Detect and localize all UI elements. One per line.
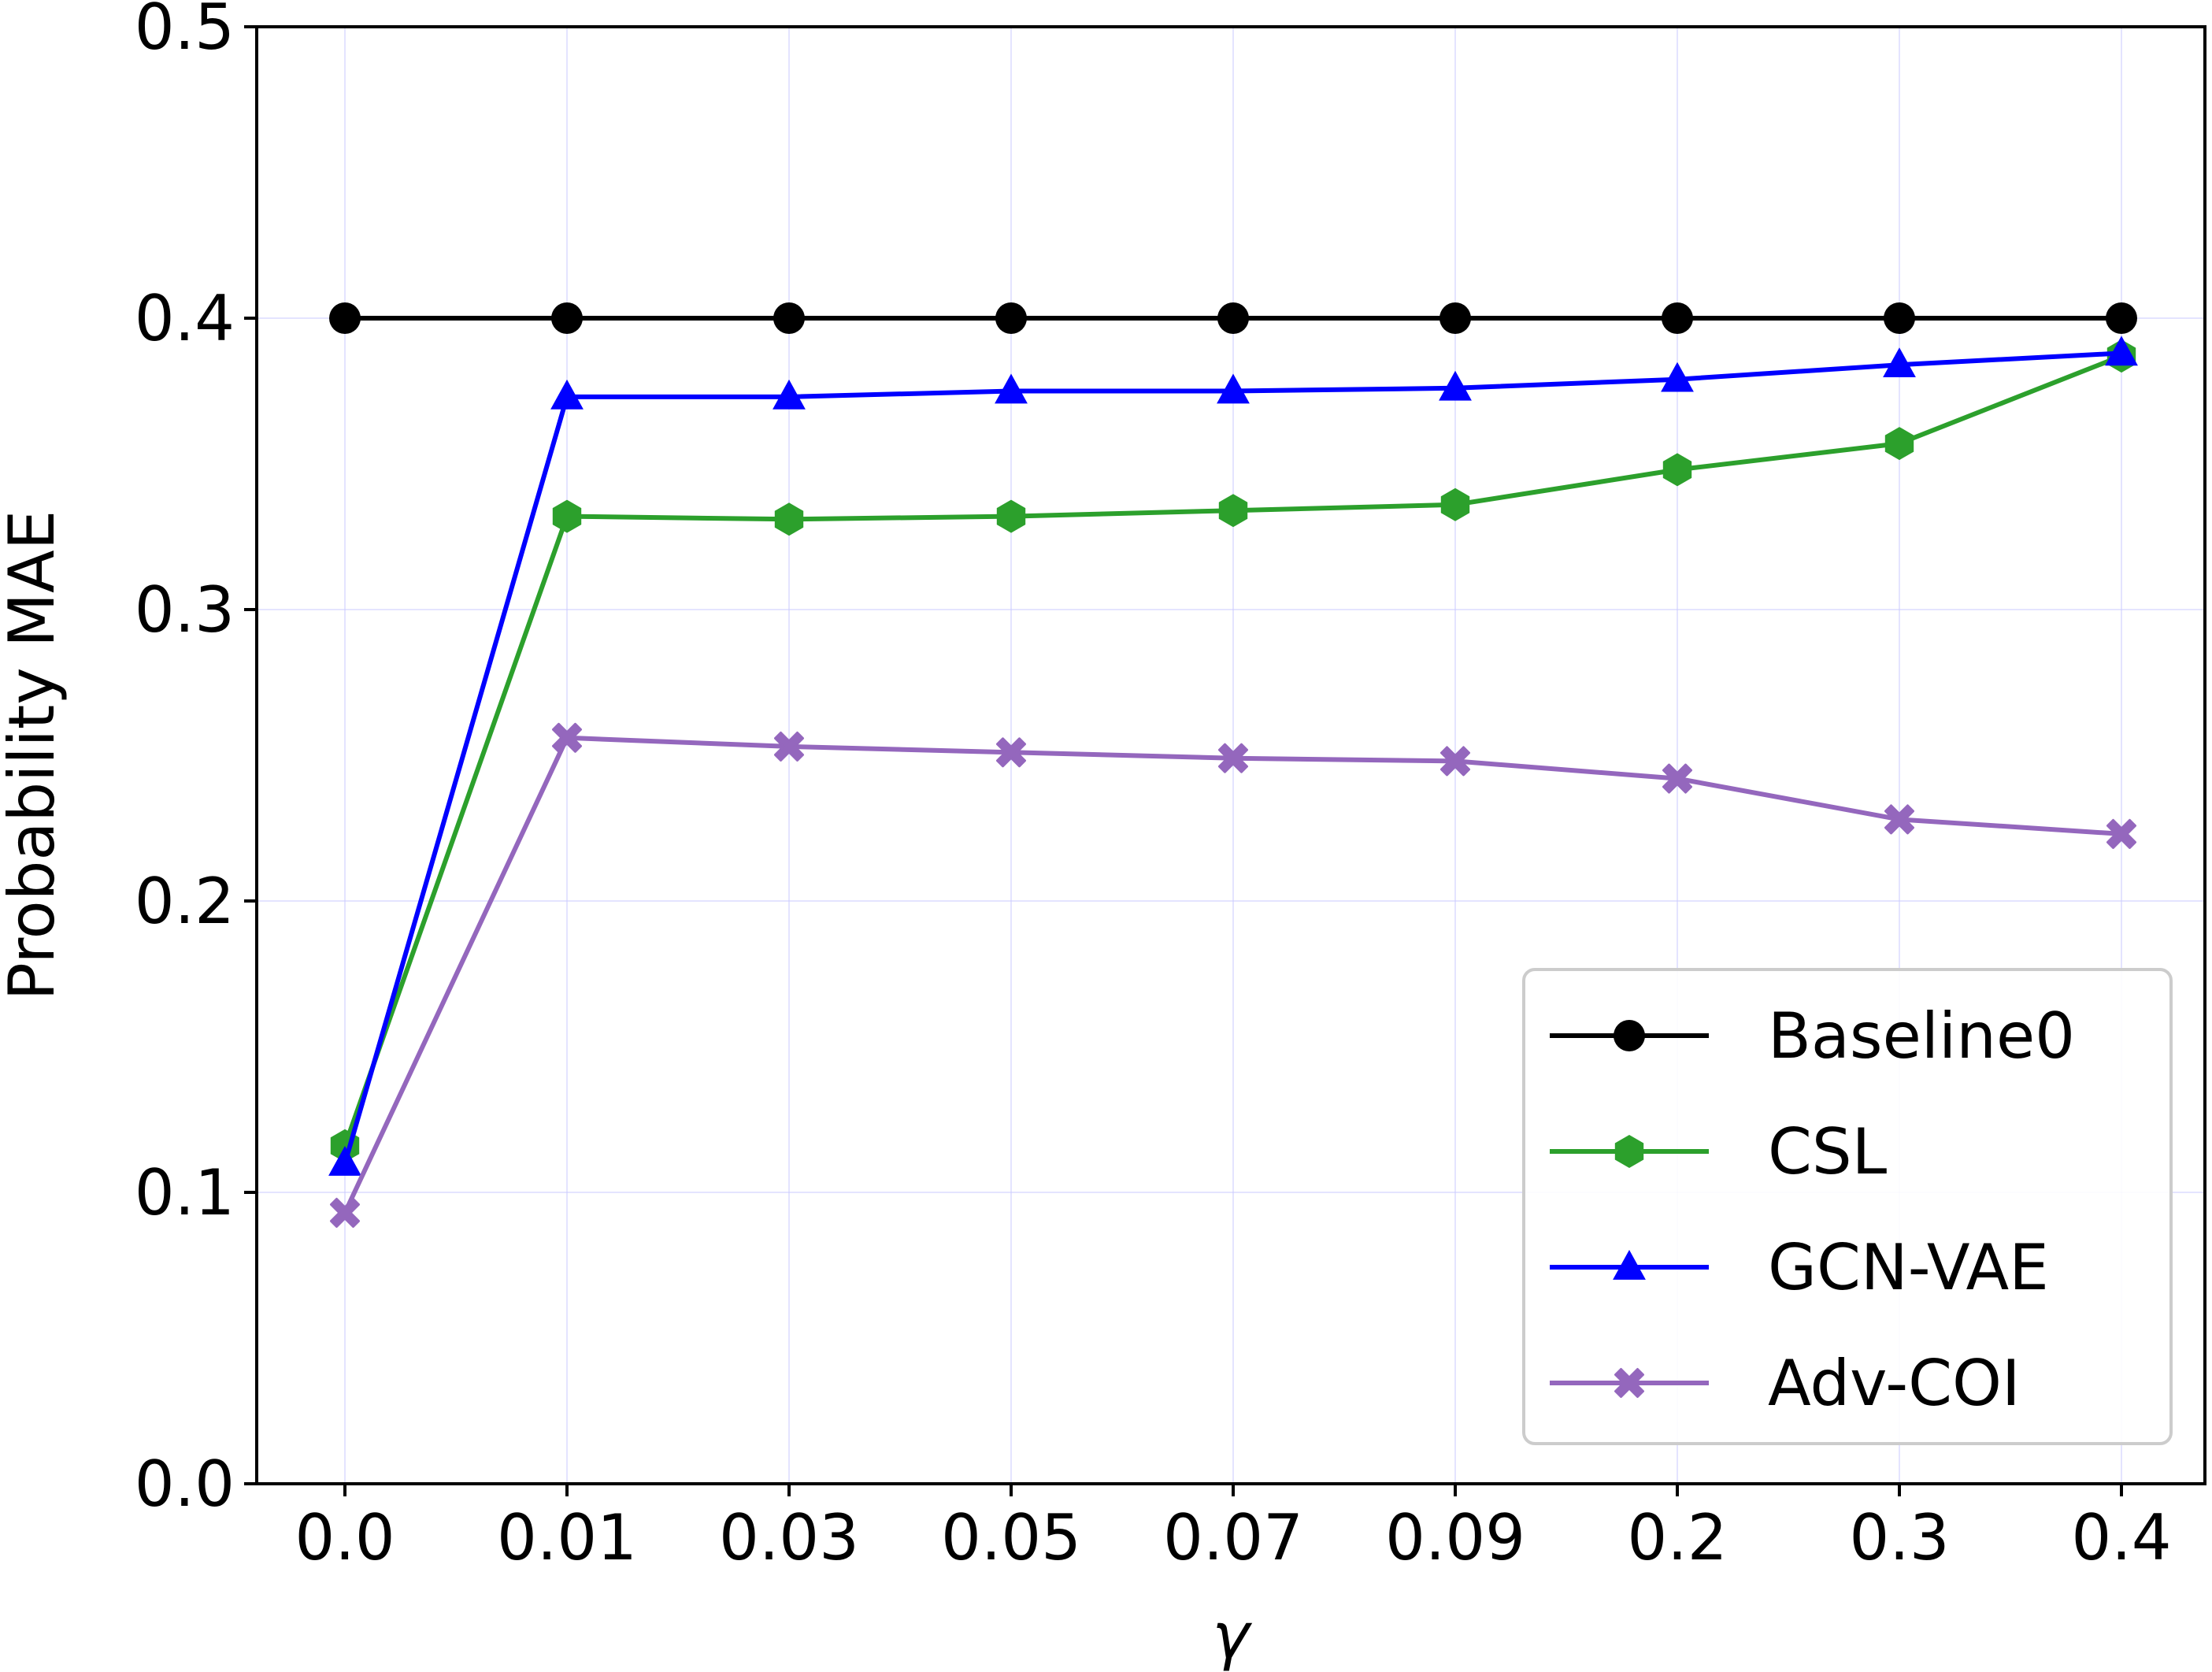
data-point-gcn-vae: [1661, 361, 1694, 392]
legend-label-gcn-vae: GCN-VAE: [1768, 1231, 2049, 1304]
x-tick-label: 0.4: [2071, 1501, 2171, 1574]
data-point-baseline0: [1439, 302, 1471, 334]
data-point-adv-coi: [2106, 818, 2136, 849]
data-point-gcn-vae: [773, 379, 806, 410]
data-point-gcn-vae: [328, 1146, 361, 1176]
data-point-adv-coi: [1662, 763, 1692, 794]
data-point-gcn-vae: [2105, 336, 2138, 366]
series-layer: [328, 302, 2138, 1228]
x-axis-title: γ: [1212, 1600, 1252, 1672]
data-point-csl: [1662, 453, 1692, 487]
data-point-gcn-vae: [1883, 347, 1916, 378]
y-tick-label: 0.3: [135, 573, 235, 647]
data-point-adv-coi: [552, 722, 582, 753]
legend-label-adv-coi: Adv-COI: [1768, 1347, 2021, 1420]
data-point-gcn-vae: [1439, 370, 1472, 401]
data-point-baseline0: [1217, 302, 1249, 334]
data-point-csl: [1218, 494, 1248, 528]
series-adv-coi: [330, 722, 2136, 1228]
plot-area-frame: [255, 25, 2206, 1485]
y-tick-label: 0.2: [135, 865, 235, 938]
x-axis-ticks: 0.0 0.01 0.03 0.05 0.07 0.09 0.2 0.3 0.4: [295, 1484, 2172, 1574]
legend-label-csl: CSL: [1768, 1115, 1888, 1188]
data-point-adv-coi: [774, 731, 804, 762]
data-point-baseline0: [773, 302, 805, 334]
legend-entry-baseline0: Baseline0: [1550, 999, 2075, 1073]
x-tick-label: 0.03: [719, 1501, 859, 1574]
data-point-csl: [774, 502, 804, 536]
data-point-csl: [1884, 427, 1914, 461]
legend-label-baseline0: Baseline0: [1768, 999, 2075, 1073]
series-gcn-vae: [328, 336, 2138, 1176]
legend-entry-adv-coi: Adv-COI: [1550, 1347, 2021, 1420]
y-axis-ticks: 0.0 0.1 0.2 0.3 0.4 0.5: [135, 0, 257, 1521]
data-point-csl: [552, 499, 582, 533]
data-point-baseline0: [1662, 302, 1693, 334]
x-tick-label: 0.09: [1385, 1501, 1525, 1574]
data-point-csl: [1440, 488, 1470, 521]
data-point-baseline0: [329, 302, 361, 334]
legend-box: [1522, 968, 2173, 1445]
y-tick-label: 0.4: [135, 282, 235, 355]
data-point-csl: [996, 499, 1026, 533]
legend: Baseline0 CSL GCN-VAE Adv-COI: [1522, 968, 2173, 1445]
x-tick-label: 0.0: [295, 1501, 395, 1574]
x-tick-label: 0.2: [1627, 1501, 1727, 1574]
legend-marker-adv-coi: [1614, 1368, 1644, 1398]
y-tick-label: 0.0: [135, 1448, 235, 1521]
legend-marker-baseline0: [1614, 1020, 1645, 1051]
legend-marker-gcn-vae: [1613, 1250, 1646, 1280]
y-tick-label: 0.1: [135, 1156, 235, 1229]
legend-entry-csl: CSL: [1550, 1115, 1888, 1188]
data-point-baseline0: [995, 302, 1027, 334]
data-point-gcn-vae: [995, 373, 1028, 404]
data-point-adv-coi: [1218, 743, 1248, 773]
series-csl: [330, 339, 2136, 1162]
data-point-gcn-vae: [1217, 373, 1250, 404]
data-point-gcn-vae: [550, 379, 584, 410]
data-point-adv-coi: [1884, 804, 1914, 835]
y-tick-label: 0.5: [135, 0, 235, 64]
data-point-baseline0: [1884, 302, 1915, 334]
legend-marker-csl: [1614, 1135, 1644, 1168]
data-point-adv-coi: [1440, 746, 1470, 777]
x-tick-label: 0.3: [1849, 1501, 1949, 1574]
x-tick-label: 0.05: [941, 1501, 1081, 1574]
data-point-adv-coi: [996, 737, 1026, 768]
series-baseline0: [329, 302, 2137, 334]
legend-entry-gcn-vae: GCN-VAE: [1550, 1231, 2049, 1304]
data-point-adv-coi: [330, 1197, 360, 1228]
x-tick-label: 0.07: [1163, 1501, 1303, 1574]
y-axis-title: Probability MAE: [0, 510, 69, 1001]
x-tick-label: 0.01: [497, 1501, 637, 1574]
legend-entries: Baseline0 CSL GCN-VAE Adv-COI: [1550, 999, 2075, 1420]
data-point-baseline0: [2106, 302, 2137, 334]
data-point-baseline0: [551, 302, 583, 334]
